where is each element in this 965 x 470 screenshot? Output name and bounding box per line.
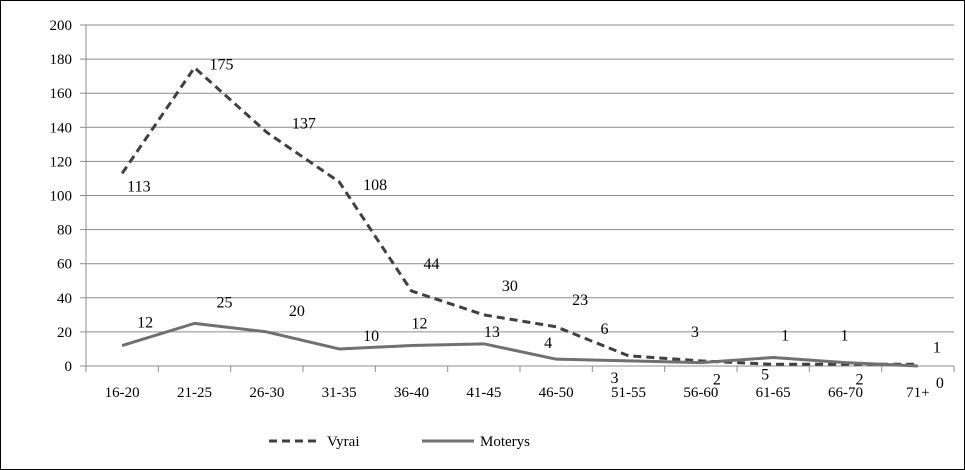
y-tick-label: 160 xyxy=(50,86,73,102)
x-tick-label: 56-60 xyxy=(683,385,718,401)
data-label: 20 xyxy=(289,303,305,320)
data-label: 108 xyxy=(363,177,387,194)
data-label: 44 xyxy=(424,256,440,273)
data-label: 10 xyxy=(363,328,379,345)
data-label: 6 xyxy=(601,321,609,338)
gridlines xyxy=(86,24,954,333)
x-tick-label: 31-35 xyxy=(322,385,357,401)
series-lines xyxy=(120,66,918,368)
x-tick-label: 26-30 xyxy=(249,385,284,401)
legend-label-1: Vyrai xyxy=(327,434,360,450)
data-label: 1 xyxy=(841,327,849,344)
data-label: 12 xyxy=(412,316,428,333)
x-tick-label: 46-50 xyxy=(539,385,574,401)
x-tick-label: 66-70 xyxy=(828,385,863,401)
x-tick-label: 61-65 xyxy=(756,385,791,401)
x-tick-label: 71+ xyxy=(906,385,929,401)
data-label: 3 xyxy=(691,324,699,341)
series-line-1 xyxy=(120,66,918,366)
y-tick-label: 100 xyxy=(50,189,73,205)
x-tick-label: 16-20 xyxy=(105,385,140,401)
data-label: 2 xyxy=(713,372,721,389)
y-tick-label: 140 xyxy=(50,120,73,136)
data-label: 5 xyxy=(761,366,769,383)
data-label: 4 xyxy=(544,335,552,352)
y-tick-label: 180 xyxy=(50,52,73,68)
data-label: 113 xyxy=(127,178,150,195)
x-tick-label: 51-55 xyxy=(611,385,646,401)
data-label: 30 xyxy=(502,278,518,295)
y-tick-label: 200 xyxy=(50,18,73,34)
data-label: 175 xyxy=(210,57,234,74)
y-tick-label: 20 xyxy=(57,325,72,341)
data-label: 13 xyxy=(484,324,500,341)
y-tick-label: 0 xyxy=(65,359,73,375)
data-label: 3 xyxy=(611,370,619,387)
legend: Vyrai Moterys xyxy=(269,434,530,450)
x-tick-label: 41-45 xyxy=(466,385,501,401)
data-label: 1 xyxy=(933,339,941,356)
legend-label-2: Moterys xyxy=(480,434,530,450)
x-tick-label: 21-25 xyxy=(177,385,212,401)
y-tick-label: 40 xyxy=(57,291,72,307)
y-tick-label: 60 xyxy=(57,257,72,273)
y-tick-label: 80 xyxy=(57,223,72,239)
data-label: 2 xyxy=(856,372,864,389)
series-line-2 xyxy=(121,321,918,368)
x-tick-label: 36-40 xyxy=(394,385,429,401)
y-tick-label: 120 xyxy=(50,154,73,170)
data-label: 25 xyxy=(217,294,233,311)
data-label: 137 xyxy=(292,115,316,132)
data-label: 23 xyxy=(572,292,588,309)
data-label: 12 xyxy=(137,315,153,332)
data-label: 1 xyxy=(781,327,789,344)
data-label: 0 xyxy=(936,375,944,392)
